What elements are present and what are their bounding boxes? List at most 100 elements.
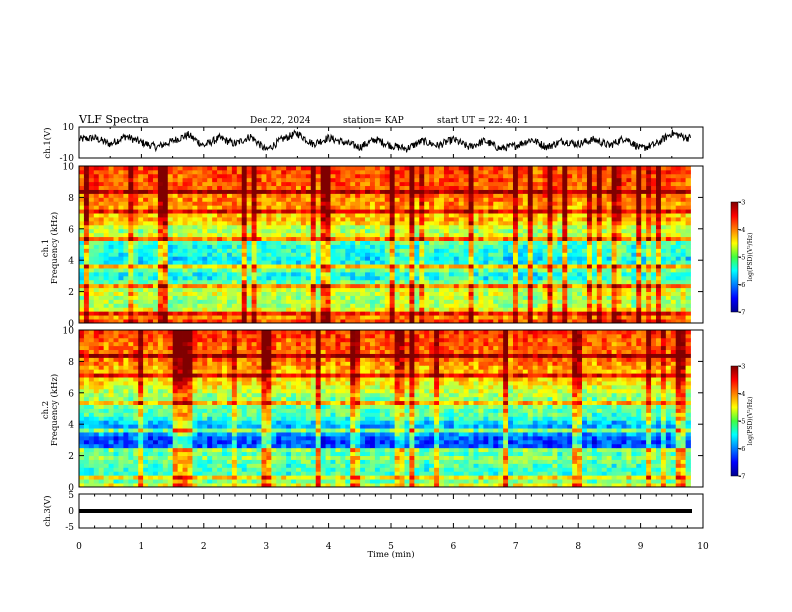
spectrogram-cell — [300, 283, 307, 289]
spectrogram-cell — [379, 236, 386, 241]
spectrogram-cell — [350, 169, 356, 175]
spectrogram-cell — [596, 228, 603, 234]
spectrogram-cell — [631, 291, 637, 296]
spectrogram-cell — [315, 252, 322, 257]
spectrogram-cell — [557, 201, 563, 206]
spectrogram-cell — [473, 232, 479, 238]
spectrogram-cell — [493, 166, 499, 171]
spectrogram-cell — [241, 240, 248, 245]
spectrogram-cell — [246, 189, 252, 194]
spectrogram-cell — [350, 279, 356, 285]
spectrogram-cell — [177, 193, 183, 198]
spectrogram-cell — [404, 193, 410, 198]
spectrogram-cell — [192, 205, 198, 210]
spectrogram-cell — [557, 260, 563, 265]
spectrogram-cell — [419, 217, 425, 222]
spectrogram-cell — [532, 279, 539, 285]
spectrogram-cell — [606, 232, 613, 238]
spectrogram-cell — [498, 299, 504, 304]
spectrogram-cell — [236, 295, 243, 300]
spectrogram-cell — [276, 283, 282, 289]
spectrogram-cell — [429, 295, 435, 300]
spectrogram-cell — [374, 197, 381, 202]
spectrogram-cell — [611, 252, 617, 257]
spectrogram-cell — [335, 268, 341, 273]
spectrogram-cell — [591, 287, 598, 293]
spectrogram-cell — [103, 185, 109, 190]
spectrogram-cell — [157, 248, 164, 253]
spectrogram-cell — [207, 169, 213, 175]
spectrogram-cell — [399, 307, 405, 312]
spectrogram-cell — [468, 264, 474, 269]
spectrogram-cell — [305, 217, 312, 222]
spectrogram-cell — [443, 291, 450, 296]
spectrogram-cell — [522, 291, 529, 296]
spectrogram-cell — [424, 287, 430, 293]
spectrogram-cell — [162, 166, 169, 171]
spectrogram-cell — [542, 193, 548, 198]
spectrogram-cell — [660, 303, 667, 308]
spectrogram-cell — [537, 275, 543, 281]
spectrogram-cell — [251, 279, 257, 285]
spectrogram-cell — [498, 224, 504, 230]
spectrogram-cell — [439, 217, 445, 222]
spectrogram-cell — [256, 209, 262, 214]
spectrogram-cell — [167, 248, 174, 253]
spectrogram-cell — [251, 185, 257, 190]
spectrogram-cell — [621, 224, 627, 230]
spectrogram-cell — [291, 264, 297, 269]
spectrogram-cell — [98, 209, 105, 214]
spectrogram-cell — [133, 169, 139, 175]
spectrogram-cell — [192, 213, 198, 218]
spectrogram-cell — [133, 295, 139, 300]
spectrogram-cell — [251, 201, 257, 206]
spectrogram-cell — [281, 307, 287, 312]
spectrogram-cell — [488, 240, 494, 245]
spectrogram-cell — [429, 197, 435, 202]
spectrogram-cell — [350, 295, 356, 300]
spectrogram-cell — [606, 177, 613, 183]
spectrogram-cell — [162, 185, 169, 190]
spectrogram-cell — [379, 299, 386, 304]
spectrogram-cell — [503, 271, 509, 277]
spectrogram-cell — [123, 307, 129, 312]
spectrogram-cell — [651, 248, 657, 253]
spectrogram-cell — [582, 299, 588, 304]
spectrogram-cell — [488, 303, 494, 308]
spectrogram-cell — [222, 295, 228, 300]
spectrogram-cell — [325, 256, 331, 261]
spectrogram-cell — [606, 217, 613, 222]
spectrogram-cell — [680, 232, 686, 238]
spectrogram-cell — [448, 244, 455, 249]
spectrogram-cell — [611, 220, 617, 226]
spectrogram-cell — [665, 240, 672, 245]
spectrogram-cell — [305, 228, 312, 234]
spectrogram-cell — [394, 232, 400, 238]
spectrogram-cell — [572, 260, 578, 265]
spectrogram-cell — [606, 268, 613, 273]
spectrogram-cell — [212, 205, 218, 210]
spectrogram-cell — [157, 217, 164, 222]
spectrogram-cell — [463, 177, 469, 183]
spectrogram-cell — [606, 205, 613, 210]
spectrogram-cell — [419, 260, 425, 265]
spectrogram-cell — [404, 224, 410, 230]
spectrogram-cell — [463, 264, 469, 269]
spectrogram-cell — [83, 181, 90, 187]
spectrogram-cell — [315, 279, 322, 285]
spectrogram-cell — [527, 217, 534, 222]
spectrogram-cell — [276, 228, 282, 234]
spectrogram-cell — [231, 213, 238, 218]
spectrogram-cell — [123, 275, 129, 281]
spectrogram-cell — [345, 228, 351, 234]
spectrogram-cell — [394, 279, 400, 285]
spectrogram-cell — [123, 185, 129, 190]
spectrogram-cell — [483, 283, 489, 289]
spectrogram-cell — [463, 197, 469, 202]
spectrogram-cell — [295, 244, 302, 249]
spectrogram-cell — [503, 185, 509, 190]
spectrogram-cell — [572, 177, 578, 183]
spectrogram-cell — [591, 256, 598, 261]
spectrogram-cell — [567, 220, 573, 226]
spectrogram-cell — [355, 240, 361, 245]
